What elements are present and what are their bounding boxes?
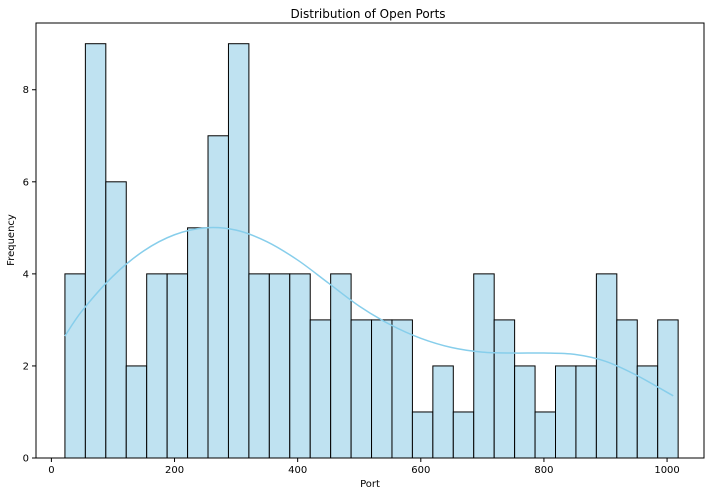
x-tick-label: 400 bbox=[288, 465, 307, 476]
histogram-bar bbox=[616, 319, 638, 459]
histogram-bar bbox=[473, 273, 495, 459]
x-axis: 0 200 400 600 800 1000 bbox=[48, 458, 680, 476]
histogram-bar bbox=[227, 43, 250, 459]
y-tick-label: 6 bbox=[23, 177, 29, 188]
y-axis-label: Frequency bbox=[6, 214, 17, 266]
histogram-bar bbox=[125, 365, 148, 459]
x-tick-label: 1000 bbox=[654, 465, 679, 476]
histogram-bar bbox=[350, 319, 373, 459]
x-tick-label: 800 bbox=[534, 465, 553, 476]
histogram-bar bbox=[309, 319, 332, 459]
histogram-bar bbox=[64, 273, 86, 459]
y-tick-label: 4 bbox=[23, 269, 29, 280]
histogram-bar bbox=[534, 411, 557, 459]
histogram-bar bbox=[391, 319, 413, 459]
histogram-bar bbox=[493, 319, 516, 459]
histogram-bar bbox=[636, 365, 659, 459]
y-tick-label: 0 bbox=[23, 454, 29, 465]
y-tick-label: 8 bbox=[23, 85, 29, 96]
y-tick-label: 2 bbox=[23, 361, 29, 372]
x-tick-label: 0 bbox=[48, 465, 54, 476]
y-axis: 0 2 4 6 8 bbox=[23, 85, 36, 465]
histogram-bar bbox=[452, 411, 475, 459]
histogram-bar bbox=[289, 273, 311, 459]
histogram-bar bbox=[146, 273, 168, 459]
histogram-bar bbox=[330, 273, 352, 459]
histogram-bar bbox=[248, 273, 270, 459]
histogram-bar bbox=[268, 273, 291, 459]
histogram-bar bbox=[575, 365, 597, 459]
histogram-bar bbox=[411, 411, 434, 459]
histogram-bar bbox=[555, 365, 577, 459]
histogram-bar bbox=[514, 365, 536, 459]
bars-group bbox=[64, 43, 679, 459]
histogram-bar bbox=[432, 365, 454, 459]
histogram-bar bbox=[595, 273, 618, 459]
histogram-bar bbox=[371, 319, 393, 459]
histogram-bar bbox=[187, 227, 209, 459]
x-axis-label: Port bbox=[360, 479, 380, 490]
x-tick-label: 200 bbox=[165, 465, 184, 476]
histogram-bar bbox=[105, 181, 127, 459]
x-tick-label: 600 bbox=[411, 465, 430, 476]
kde-curve bbox=[64, 226, 674, 397]
histogram-bar bbox=[84, 43, 107, 459]
histogram-bar bbox=[166, 273, 189, 459]
histogram-bar bbox=[207, 135, 229, 459]
plot-frame bbox=[35, 22, 705, 459]
chart-title: Distribution of Open Ports bbox=[290, 7, 445, 21]
